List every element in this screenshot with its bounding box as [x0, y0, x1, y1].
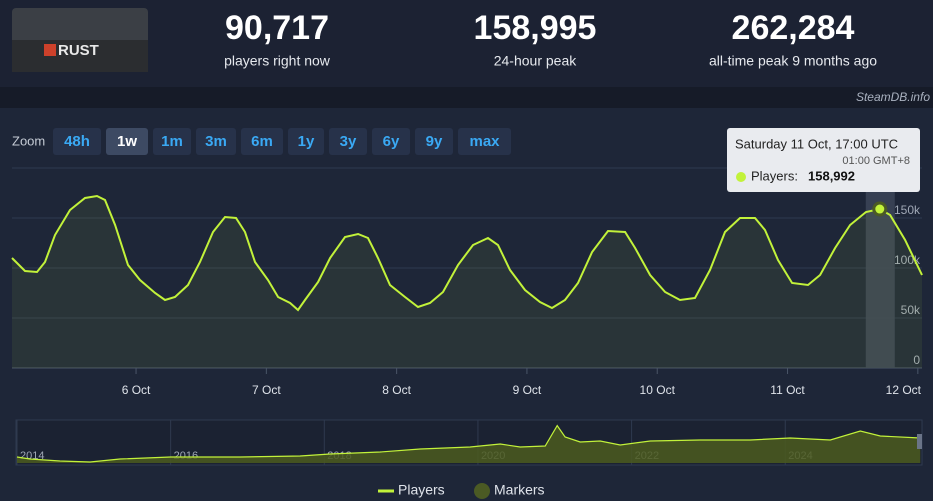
zoom-button[interactable]	[53, 128, 101, 155]
zoom-button[interactable]	[106, 128, 148, 155]
x-tick-label: 8 Oct	[382, 383, 411, 397]
zoom-button-label[interactable]: 1w	[117, 133, 137, 150]
logo-text: RUST	[58, 42, 99, 59]
line	[11, 194, 923, 312]
zoom-button-label[interactable]: 9y	[426, 133, 443, 150]
zoom-button[interactable]	[241, 128, 283, 155]
tooltip-dot	[736, 172, 746, 182]
zoom-button[interactable]	[153, 128, 191, 155]
x-tick-label: 7 Oct	[252, 383, 281, 397]
tooltip-subtitle: 01:00 GMT+8	[842, 155, 910, 167]
zoom-button[interactable]	[288, 128, 324, 155]
logo-icon	[44, 44, 56, 56]
area	[12, 196, 922, 368]
hover-band	[865, 168, 895, 368]
stat-value: 158,995	[474, 9, 597, 47]
stat-label: 24-hour peak	[494, 53, 578, 69]
zoom-button-label[interactable]: 6y	[383, 133, 400, 150]
zoom-button-label[interactable]: 1m	[161, 133, 183, 150]
y-tick-label: 50k	[901, 303, 921, 317]
tooltip-value: 158,992	[808, 168, 855, 183]
x-tick-label: 6 Oct	[122, 383, 151, 397]
zoom-button-label[interactable]: 3m	[205, 133, 227, 150]
zoom-button-label[interactable]: max	[469, 133, 500, 150]
legend-dot	[474, 483, 490, 499]
zoom-button-label[interactable]: 3y	[340, 133, 357, 150]
x-tick-label: 10 Oct	[640, 383, 676, 397]
logo[interactable]: RUST	[12, 8, 148, 72]
zoom-button[interactable]	[415, 128, 453, 155]
zoom-button-label[interactable]: 48h	[64, 133, 90, 150]
legend-label[interactable]: Players	[398, 482, 445, 498]
navigator-line	[16, 424, 921, 463]
legend-label[interactable]: Markers	[494, 482, 545, 498]
tooltip	[727, 128, 920, 192]
zoom-button[interactable]	[458, 128, 511, 155]
zoom-label: Zoom	[12, 133, 45, 148]
navigator-handle[interactable]	[917, 434, 922, 449]
stat-label: players right now	[224, 53, 331, 69]
y-tick-label: 150k	[894, 203, 921, 217]
zoom-button-label[interactable]: 1y	[298, 133, 315, 150]
stat-label: all-time peak 9 months ago	[709, 53, 877, 69]
zoom-button[interactable]	[372, 128, 410, 155]
credit[interactable]: SteamDB.info	[856, 90, 930, 104]
zoom-button[interactable]	[196, 128, 236, 155]
y-tick-label: 0	[913, 353, 920, 367]
tooltip-title: Saturday 11 Oct, 17:00 UTC	[735, 136, 898, 151]
strip	[0, 87, 933, 108]
zoom-button-label[interactable]: 6m	[251, 133, 273, 150]
tooltip-label: Players:	[751, 168, 798, 183]
zoom-button[interactable]	[329, 128, 367, 155]
stat-value: 262,284	[732, 9, 855, 47]
x-tick-label: 9 Oct	[513, 383, 542, 397]
x-tick-label: 12 Oct	[886, 383, 922, 397]
x-tick-label: 11 Oct	[770, 383, 805, 397]
hover-point	[872, 201, 888, 217]
navigator-area	[16, 425, 921, 463]
logo-ground	[12, 40, 148, 72]
stat-value: 90,717	[225, 9, 329, 47]
